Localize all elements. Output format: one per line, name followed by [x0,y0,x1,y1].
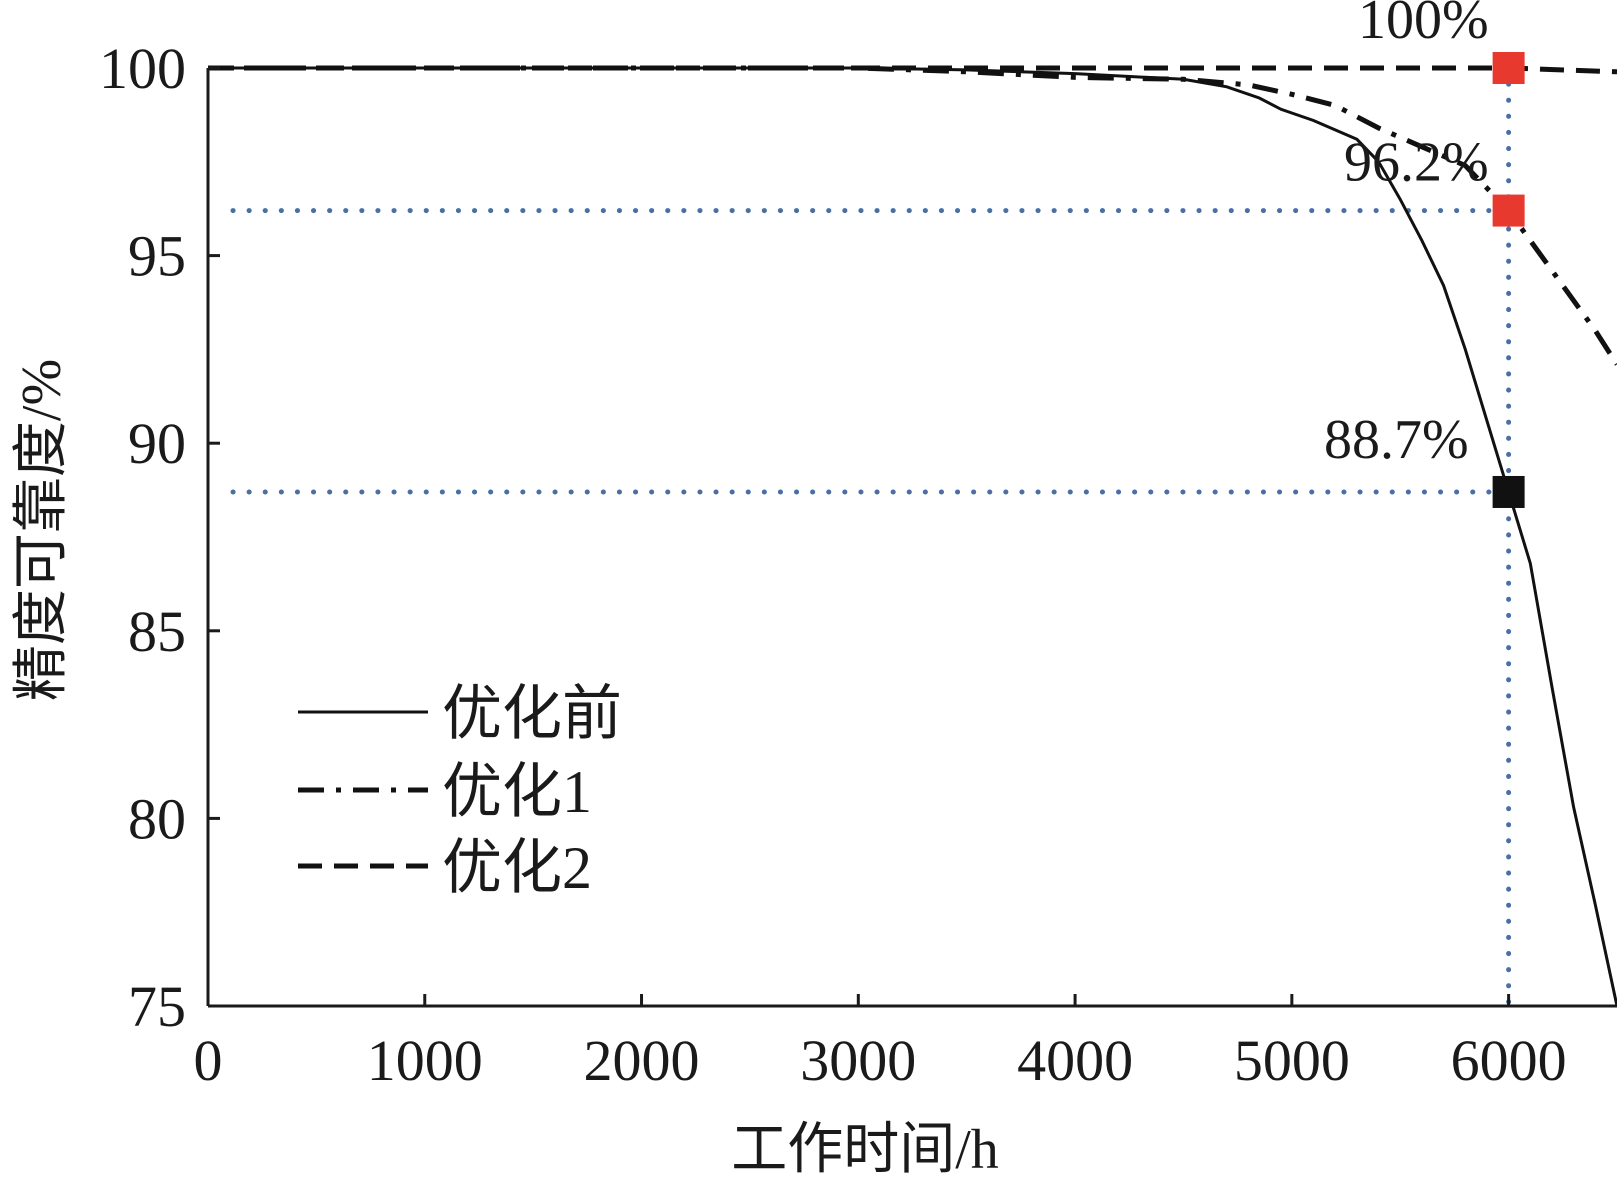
marker-label-1: 100% [1358,0,1489,51]
y-axis-title: 精度可靠度/% [11,359,73,701]
y-tick-label: 90 [128,411,186,476]
x-axis-title: 工作时间/h [731,1119,999,1181]
marker-3 [1492,475,1525,508]
x-tick-label: 4000 [1017,1028,1133,1093]
y-tick-label: 75 [128,974,186,1039]
legend-label-3: 优化2 [442,835,592,901]
ticks: 0 1000 2000 3000 4000 5000 6000 75 80 85 90 95 100 [99,36,1567,1093]
x-tick-label: 3000 [800,1028,916,1093]
y-tick-label: 100 [99,36,186,101]
legend-label-2: 优化1 [442,759,592,825]
x-tick-label: 5000 [1234,1028,1350,1093]
x-tick-label: 0 [194,1028,223,1093]
marker-label-2: 96.2% [1344,132,1489,194]
y-tick-label: 80 [128,786,186,851]
reference-lines [230,65,1512,1009]
series-line-3 [208,65,1617,75]
series-line-2 [208,65,1617,366]
x-tick-label: 1000 [367,1028,483,1093]
marker-2 [1492,194,1525,227]
markers: 100% 96.2% 88.7% [1324,0,1525,508]
axes [206,68,1617,1008]
marker-1 [1492,52,1525,84]
marker-label-3: 88.7% [1324,409,1469,471]
y-tick-label: 95 [128,224,186,289]
series-lines [208,65,1617,1007]
x-tick-label: 6000 [1451,1028,1567,1093]
y-tick-label: 85 [128,599,186,664]
x-tick-label: 2000 [584,1028,700,1093]
legend-label-1: 优化前 [442,681,622,747]
